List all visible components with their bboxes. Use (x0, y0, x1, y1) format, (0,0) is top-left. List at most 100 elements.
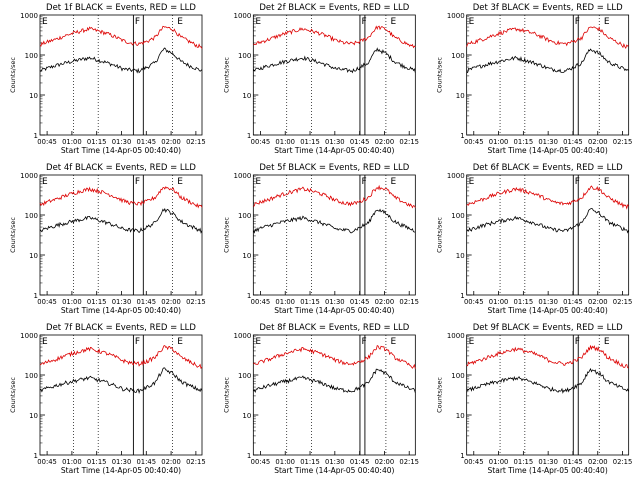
marker-f: F (575, 337, 580, 347)
x-tick-label: 02:00 (588, 138, 608, 146)
x-tick-label: 01:15 (514, 298, 534, 306)
plot-frame (39, 174, 203, 296)
y-tick-label: 1000 (234, 332, 252, 340)
x-tick-label: 01:15 (87, 458, 107, 466)
events-series-line (39, 367, 203, 394)
marker-f: F (361, 337, 366, 347)
x-tick-label: 00:45 (37, 298, 57, 306)
x-tick-label: 01:00 (62, 458, 82, 466)
y-tick-label: 1 (34, 292, 38, 300)
events-series-line (466, 48, 629, 74)
x-tick-label: 01:00 (489, 138, 509, 146)
x-tick-label: 02:00 (161, 298, 181, 306)
x-tick-label: 01:15 (514, 458, 534, 466)
x-tick-label: 02:00 (161, 138, 181, 146)
y-axis-label: Counts/sec (222, 57, 230, 93)
y-tick-label: 1 (460, 452, 464, 460)
panel-title: Det 8f BLACK = Events, RED = LLD (259, 323, 409, 333)
y-tick-label: 100 (451, 212, 464, 220)
y-tick-label: 1 (460, 292, 464, 300)
x-tick-label: 00:45 (37, 458, 57, 466)
x-tick-label: 01:45 (563, 298, 583, 306)
detector-panel-4: Det 4f BLACK = Events, RED = LLD E F E 1 10 10… (9, 163, 206, 315)
x-tick-label: 02:15 (399, 458, 419, 466)
x-axis-label: Start Time (14-Apr-05 00:40:40) (274, 466, 394, 475)
lld-series-line (39, 345, 203, 370)
panel-title: Det 9f BLACK = Events, RED = LLD (473, 323, 623, 333)
x-tick-label: 01:45 (136, 298, 156, 306)
marker-e-end: E (604, 177, 610, 187)
x-tick-label: 01:00 (489, 458, 509, 466)
y-tick-label: 10 (456, 252, 465, 260)
lld-series-line (466, 345, 629, 369)
x-tick-label: 02:00 (588, 458, 608, 466)
x-tick-label: 00:45 (464, 458, 484, 466)
x-tick-label: 01:30 (538, 298, 558, 306)
y-tick-label: 1000 (447, 172, 465, 180)
events-series-line (39, 207, 203, 234)
x-tick-label: 02:00 (375, 138, 395, 146)
events-series-line (466, 367, 630, 394)
x-tick-label: 02:15 (186, 298, 206, 306)
x-tick-label: 00:45 (251, 458, 271, 466)
x-axis-label: Start Time (14-Apr-05 00:40:40) (61, 146, 181, 155)
marker-e-start: E (42, 337, 48, 347)
marker-e-end: E (604, 17, 610, 27)
marker-f: F (135, 17, 140, 27)
x-tick-label: 02:15 (613, 138, 633, 146)
panel-title: Det 1f BLACK = Events, RED = LLD (46, 3, 196, 13)
detector-panel-6: Det 6f BLACK = Events, RED = LLD E F E 1 10 10… (436, 163, 633, 315)
marker-f: F (135, 177, 140, 187)
y-tick-label: 100 (25, 212, 38, 220)
y-tick-label: 1 (34, 132, 38, 140)
y-tick-label: 1 (247, 292, 251, 300)
x-tick-label: 01:45 (563, 138, 583, 146)
marker-e-end: E (391, 337, 397, 347)
marker-e-end: E (391, 177, 397, 187)
plot-frame (252, 174, 416, 296)
y-axis-label: Counts/sec (9, 377, 17, 413)
marker-e-start: E (469, 337, 475, 347)
x-tick-label: 01:00 (275, 458, 295, 466)
plot-frame (466, 174, 630, 296)
x-tick-label: 02:00 (161, 458, 181, 466)
marker-e-start: E (255, 17, 261, 27)
x-tick-label: 02:00 (375, 458, 395, 466)
x-tick-label: 00:45 (251, 138, 271, 146)
y-axis-label: Counts/sec (436, 377, 444, 413)
panel-title: Det 6f BLACK = Events, RED = LLD (473, 163, 623, 173)
y-tick-label: 100 (25, 372, 38, 380)
y-tick-label: 1000 (234, 12, 252, 20)
marker-f: F (135, 337, 140, 347)
x-tick-label: 01:30 (112, 298, 132, 306)
events-series-line (252, 208, 416, 234)
y-tick-label: 10 (456, 412, 465, 420)
x-tick-label: 02:15 (186, 458, 206, 466)
x-tick-label: 00:45 (251, 298, 271, 306)
x-tick-label: 01:45 (350, 298, 370, 306)
x-tick-label: 01:15 (87, 138, 107, 146)
y-axis-label: Counts/sec (436, 217, 444, 253)
detector-panel-5: Det 5f BLACK = Events, RED = LLD E F E 1 10 10… (222, 163, 419, 315)
lld-series-line (39, 186, 203, 209)
x-tick-label: 01:30 (538, 458, 558, 466)
x-tick-label: 00:45 (37, 138, 57, 146)
lld-series-line (253, 25, 416, 49)
x-tick-label: 01:45 (350, 458, 370, 466)
detector-panel-9: Det 9f BLACK = Events, RED = LLD E F E 1 10 10… (436, 323, 633, 475)
x-tick-label: 01:00 (489, 298, 509, 306)
events-series-line (39, 47, 203, 74)
detector-panel-3: Det 3f BLACK = Events, RED = LLD E F E 1 10 10… (436, 3, 633, 155)
y-tick-label: 10 (242, 252, 251, 260)
x-tick-label: 02:15 (399, 138, 419, 146)
x-tick-label: 02:15 (613, 458, 633, 466)
events-series-line (253, 47, 416, 74)
y-tick-label: 1 (34, 452, 38, 460)
y-tick-label: 1 (247, 452, 251, 460)
x-tick-label: 02:00 (588, 298, 608, 306)
plot-frame (39, 14, 203, 136)
y-tick-label: 100 (25, 52, 38, 60)
events-series-line (253, 368, 416, 394)
x-axis-label: Start Time (14-Apr-05 00:40:40) (274, 306, 394, 315)
lld-series-line (466, 26, 629, 50)
